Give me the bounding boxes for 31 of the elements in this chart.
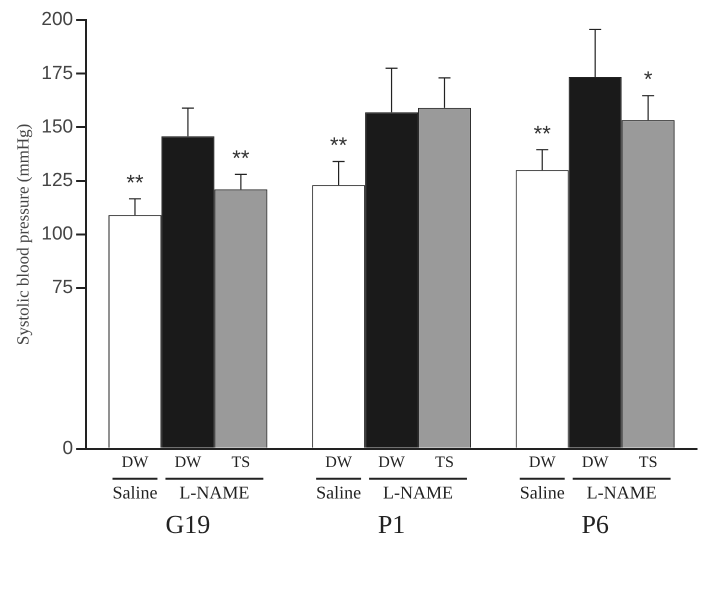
text: DW — [325, 454, 352, 472]
y-axis-title: Systolic blood pressure (mmHg) — [14, 124, 33, 346]
y-tick-label: 0 — [62, 438, 74, 460]
annotation: ** — [534, 120, 552, 146]
y-tick-label: 150 — [41, 116, 74, 138]
annotation: * — [644, 66, 653, 92]
annotation: ** — [126, 170, 144, 195]
text: Saline — [316, 482, 362, 503]
text: L-NAME — [586, 482, 657, 503]
text: TS — [435, 454, 454, 472]
y-tick-label: 175 — [41, 62, 74, 84]
series-label: DW — [122, 454, 150, 472]
text: DW — [378, 454, 405, 472]
text: DW — [582, 454, 609, 472]
x-tick-label: G19 — [166, 510, 210, 540]
y-tick-label: 125 — [41, 170, 74, 192]
text: Saline — [112, 482, 158, 503]
y-tick-label: 75 — [52, 277, 74, 298]
series-label: DW — [174, 454, 202, 472]
text: L-NAME — [383, 482, 454, 503]
y-tick-label: 200 — [41, 9, 74, 30]
y-tick-label: 100 — [41, 224, 74, 245]
series-label: TS — [232, 454, 250, 472]
x-tick-label: P6 — [581, 510, 609, 540]
annotation: ** — [232, 145, 250, 170]
x-tick-label: P1 — [378, 510, 406, 540]
text: DW — [528, 454, 556, 472]
text: L-NAME — [179, 482, 250, 503]
text: Saline — [520, 482, 565, 503]
annotation: ** — [330, 132, 348, 158]
text: TS — [638, 454, 658, 472]
